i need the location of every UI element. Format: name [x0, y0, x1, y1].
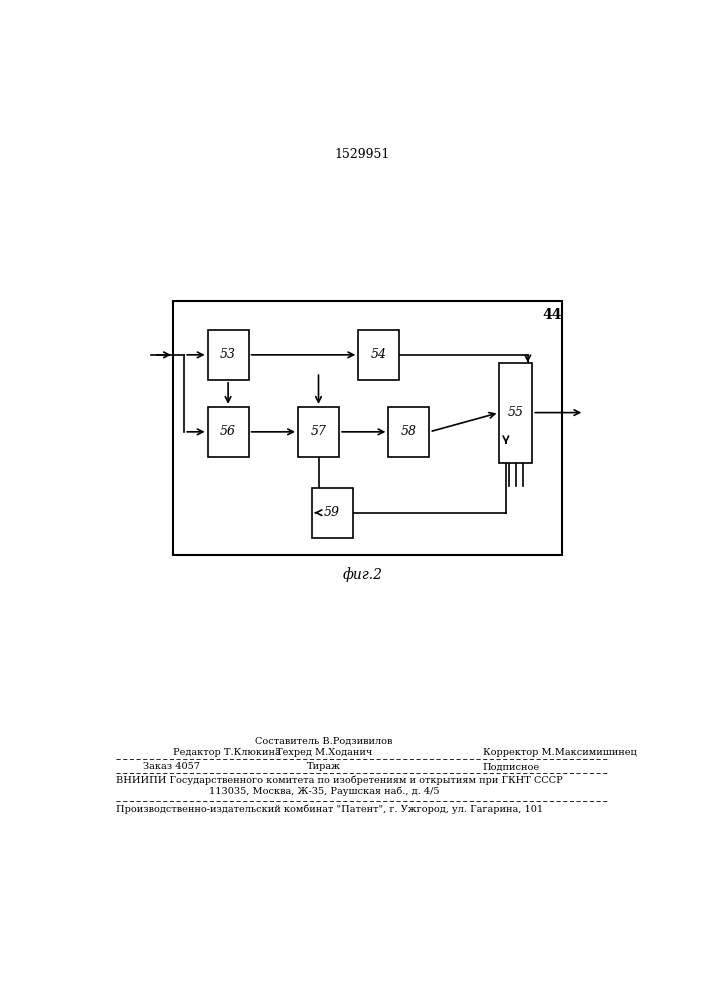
Text: Подписное: Подписное	[483, 762, 540, 771]
Text: 57: 57	[310, 425, 327, 438]
Bar	[312, 488, 353, 538]
Text: Производственно-издательский комбинат "Патент", г. Ужгород, ул. Гагарина, 101: Производственно-издательский комбинат "П…	[116, 804, 543, 814]
Bar	[208, 407, 249, 457]
Text: 53: 53	[220, 348, 236, 361]
Bar	[499, 363, 532, 463]
Text: 54: 54	[370, 348, 387, 361]
Text: Техред М.Ходанич: Техред М.Ходанич	[276, 748, 372, 757]
Text: Тираж: Тираж	[307, 762, 341, 771]
Bar	[173, 301, 562, 555]
Text: 59: 59	[325, 506, 340, 519]
Bar	[388, 407, 429, 457]
Bar	[208, 330, 249, 380]
Text: фиг.2: фиг.2	[342, 567, 382, 582]
Text: Заказ 4057: Заказ 4057	[144, 762, 200, 771]
Text: 56: 56	[220, 425, 236, 438]
Text: 113035, Москва, Ж-35, Раушская наб., д. 4/5: 113035, Москва, Ж-35, Раушская наб., д. …	[209, 787, 440, 796]
Text: Корректор М.Максимишинец: Корректор М.Максимишинец	[483, 748, 636, 757]
Bar	[358, 330, 399, 380]
Text: Редактор Т.Клюкина: Редактор Т.Клюкина	[173, 748, 281, 757]
Text: 44: 44	[543, 308, 562, 322]
Text: 58: 58	[401, 425, 417, 438]
Text: 1529951: 1529951	[334, 148, 390, 161]
Bar	[298, 407, 339, 457]
Text: ВНИИПИ Государственного комитета по изобретениям и открытиям при ГКНТ СССР: ВНИИПИ Государственного комитета по изоб…	[116, 775, 563, 785]
Text: 55: 55	[508, 406, 524, 419]
Text: Составитель В.Родзивилов: Составитель В.Родзивилов	[255, 737, 392, 746]
